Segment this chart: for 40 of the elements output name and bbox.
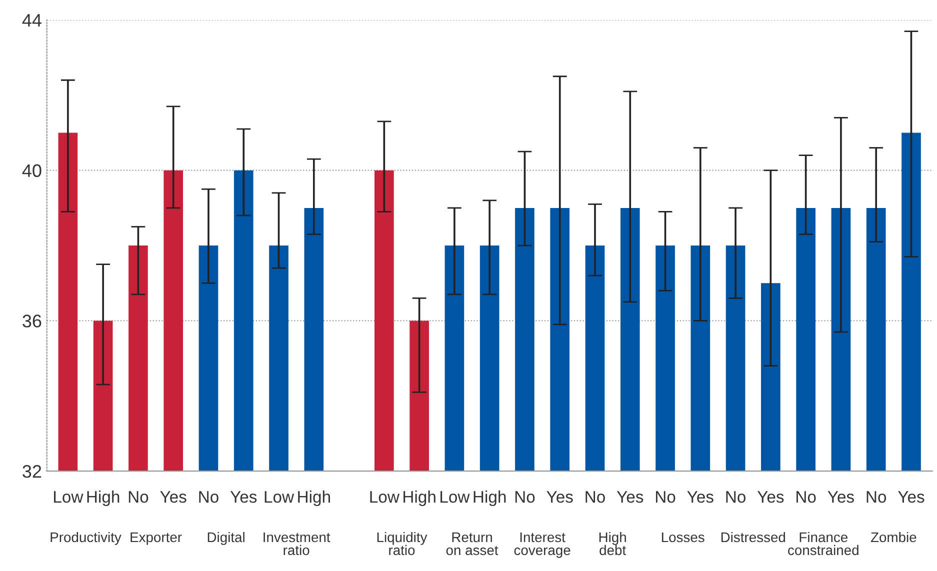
- x-tick-label: High: [404, 490, 436, 506]
- text: Finance constrained: [788, 532, 858, 556]
- x-tick-label: Yes: [546, 491, 573, 503]
- x-tick-label: No: [586, 491, 605, 503]
- x-tick-label: No: [866, 491, 886, 503]
- x-tick-label: Yes: [160, 491, 186, 503]
- x-tick-label: High: [298, 490, 330, 506]
- x-tick-label: High: [87, 490, 120, 506]
- text: Liquidity ratio: [377, 532, 428, 556]
- x-tick-label: No: [656, 491, 676, 503]
- text: Productivity: [50, 532, 122, 545]
- y-tick-label: 32: [22, 465, 42, 478]
- y-tick-label: 44: [22, 14, 42, 27]
- text: Losses: [662, 532, 704, 542]
- x-tick-label: Low: [370, 491, 400, 503]
- x-tick-label: Yes: [757, 491, 784, 503]
- x-tick-label: Yes: [828, 491, 854, 503]
- x-tick-label: Low: [54, 491, 84, 503]
- text: Digital: [208, 532, 244, 545]
- y-tick-label: 36: [22, 314, 42, 328]
- text: Interest coverage: [514, 532, 570, 558]
- x-tick-label: High: [474, 490, 506, 506]
- text: Distressed: [721, 532, 786, 542]
- x-tick-label: Yes: [616, 491, 644, 503]
- x-tick-label: No: [128, 491, 148, 503]
- y-tick-label: 40: [22, 164, 42, 178]
- x-tick-label: Yes: [230, 491, 257, 503]
- text: Investment ratio: [264, 532, 330, 556]
- x-tick-label: Yes: [898, 491, 924, 503]
- text: Zombie: [870, 532, 916, 542]
- x-tick-label: No: [726, 491, 746, 503]
- x-tick-label: No: [796, 491, 816, 503]
- text: Exporter: [130, 532, 182, 545]
- text: Return on asset: [446, 532, 498, 556]
- x-tick-label: No: [199, 491, 218, 503]
- text: High debt: [599, 532, 626, 556]
- x-tick-label: No: [515, 491, 535, 503]
- x-tick-label: Low: [264, 491, 294, 503]
- x-tick-label: Low: [440, 491, 470, 503]
- x-tick-label: Yes: [687, 491, 714, 503]
